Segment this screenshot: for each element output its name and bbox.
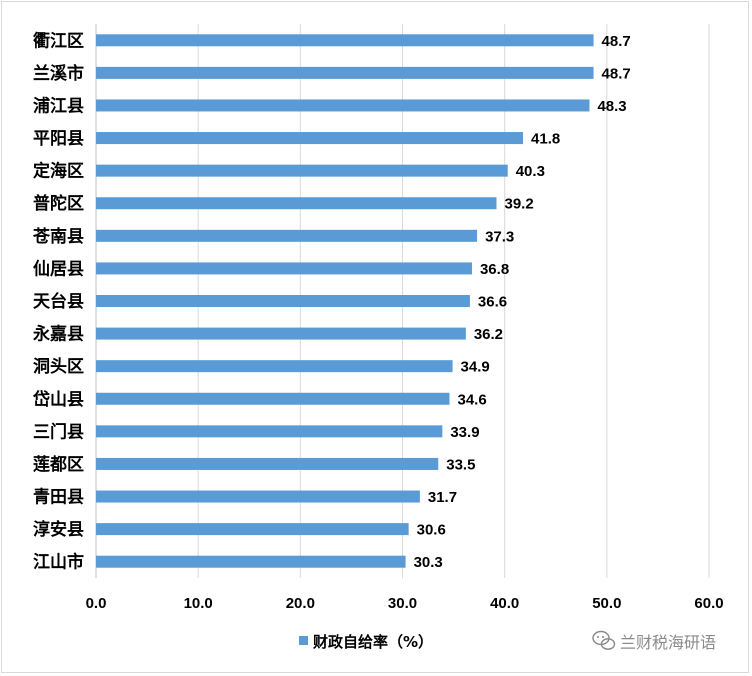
value-label: 39.2 xyxy=(504,196,533,213)
value-label: 40.3 xyxy=(516,163,545,180)
x-tick-label: 10.0 xyxy=(184,595,213,612)
bar xyxy=(96,99,590,112)
bar xyxy=(96,197,497,210)
value-label: 48.7 xyxy=(602,33,631,50)
category-label: 平阳县 xyxy=(33,129,84,149)
value-label: 34.9 xyxy=(461,359,490,376)
category-label: 岱山县 xyxy=(32,389,84,410)
value-label: 31.7 xyxy=(428,489,457,506)
value-label: 37.3 xyxy=(485,228,514,245)
category-label: 苍南县 xyxy=(32,226,84,247)
value-label: 33.9 xyxy=(450,424,479,441)
x-tick-label: 40.0 xyxy=(490,595,519,612)
x-tick-labels: 0.0 10.0 20.0 30.0 40.0 50.0 60.0 xyxy=(86,595,724,612)
x-tick-label: 60.0 xyxy=(694,595,723,612)
value-labels: 48.7 48.7 48.3 41.8 40.3 39.2 37.3 36.8 36.6 36.2… xyxy=(414,33,631,571)
x-tick-label: 50.0 xyxy=(592,595,621,612)
bar xyxy=(96,34,594,47)
value-label: 36.6 xyxy=(478,294,507,311)
category-label: 淳安县 xyxy=(33,519,84,540)
value-label: 36.8 xyxy=(480,261,509,278)
x-tick-label: 0.0 xyxy=(86,595,107,612)
bar xyxy=(96,425,443,438)
category-label: 青田县 xyxy=(33,487,84,508)
category-label: 洞头区 xyxy=(33,357,84,377)
value-label: 30.3 xyxy=(414,554,443,571)
category-label: 江山市 xyxy=(33,552,84,573)
bars xyxy=(96,34,594,568)
category-label: 天台县 xyxy=(33,291,84,312)
bar xyxy=(96,523,409,536)
gridlines xyxy=(95,24,710,578)
value-label: 34.6 xyxy=(457,391,486,408)
category-label: 普陀区 xyxy=(33,193,84,214)
legend: 财政自给率（%） xyxy=(299,633,433,651)
bar xyxy=(96,457,439,470)
watermark: 兰财税海研语 xyxy=(592,630,716,652)
category-label: 仙居县 xyxy=(33,258,84,279)
category-label: 莲都区 xyxy=(33,454,84,475)
x-tick-label: 30.0 xyxy=(388,595,417,612)
bar xyxy=(96,392,450,405)
value-label: 36.2 xyxy=(474,326,503,343)
category-label: 三门县 xyxy=(33,421,84,442)
category-label: 兰溪市 xyxy=(33,63,84,84)
bar xyxy=(96,327,466,340)
value-label: 48.3 xyxy=(597,98,626,115)
bar xyxy=(96,295,470,307)
category-label: 永嘉县 xyxy=(32,324,84,345)
bar xyxy=(96,262,472,275)
value-label: 33.5 xyxy=(446,456,475,473)
bar xyxy=(96,360,453,373)
category-labels: 衢江区兰溪市浦江县平阳县定海区普陀区苍南县仙居县天台县永嘉县洞头区岱山县三门县莲… xyxy=(32,30,84,572)
category-label: 浦江县 xyxy=(33,95,84,116)
watermark-text: 兰财税海研语 xyxy=(620,633,716,652)
category-label: 定海区 xyxy=(33,161,84,182)
category-label: 衢江区 xyxy=(33,30,84,51)
bar xyxy=(96,132,524,145)
x-tick-label: 20.0 xyxy=(286,595,315,612)
bar xyxy=(96,555,406,568)
value-label: 48.7 xyxy=(602,65,631,82)
bar xyxy=(96,229,478,242)
bar xyxy=(96,66,594,79)
legend-label: 财政自给率（%） xyxy=(313,633,433,651)
value-label: 30.6 xyxy=(417,522,446,539)
legend-swatch xyxy=(299,636,308,645)
bar xyxy=(96,490,420,503)
bar xyxy=(96,164,508,177)
wechat-icon xyxy=(592,630,616,650)
value-label: 41.8 xyxy=(531,131,560,148)
